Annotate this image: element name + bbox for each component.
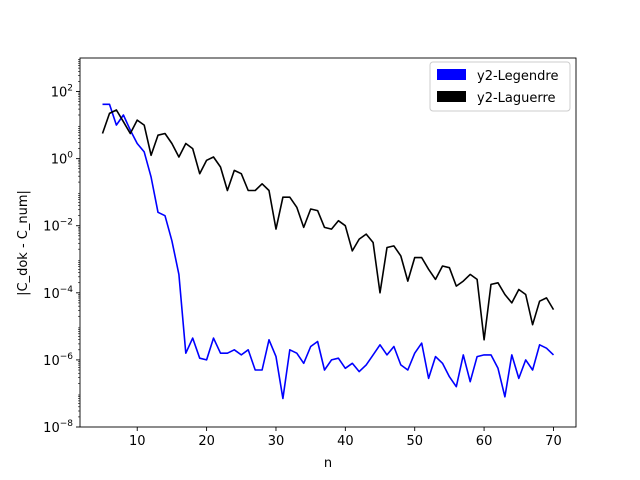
y-axis-label: |C_dok - C_num| [16,190,31,296]
x-axis-label: n [324,456,332,471]
y-tick-label: 102 [51,84,73,101]
series-line-y2-legendre [102,103,555,400]
plot-area [101,103,555,400]
legend: y2-Legendre y2-Laguerre [429,61,571,112]
x-tick-label: 50 [406,434,423,449]
y-tick-label: 10−4 [43,285,73,302]
x-tick-label: 20 [198,434,215,449]
y-tick-label: 10−2 [43,218,73,235]
x-tick-label: 10 [129,434,146,449]
legend-label-laguerre: y2-Laguerre [477,91,556,106]
x-tick-label: 30 [268,434,285,449]
legend-swatch-laguerre [437,91,466,102]
y-tick-label: 10−8 [43,419,73,436]
series-line-y2-laguerre [101,109,555,341]
y-tick-label: 100 [51,151,74,168]
x-tick-label: 40 [337,434,354,449]
x-tick-label: 70 [545,434,562,449]
x-tick-label: 60 [476,434,493,449]
axes-frame [79,57,577,428]
legend-label-legendre: y2-Legendre [477,69,558,84]
axes: 10 20 30 40 50 60 70 10−8 10−6 10−4 10−2 100 102 [43,57,577,449]
y-tick-label: 10−6 [43,352,73,369]
legend-swatch-legendre [437,69,466,80]
